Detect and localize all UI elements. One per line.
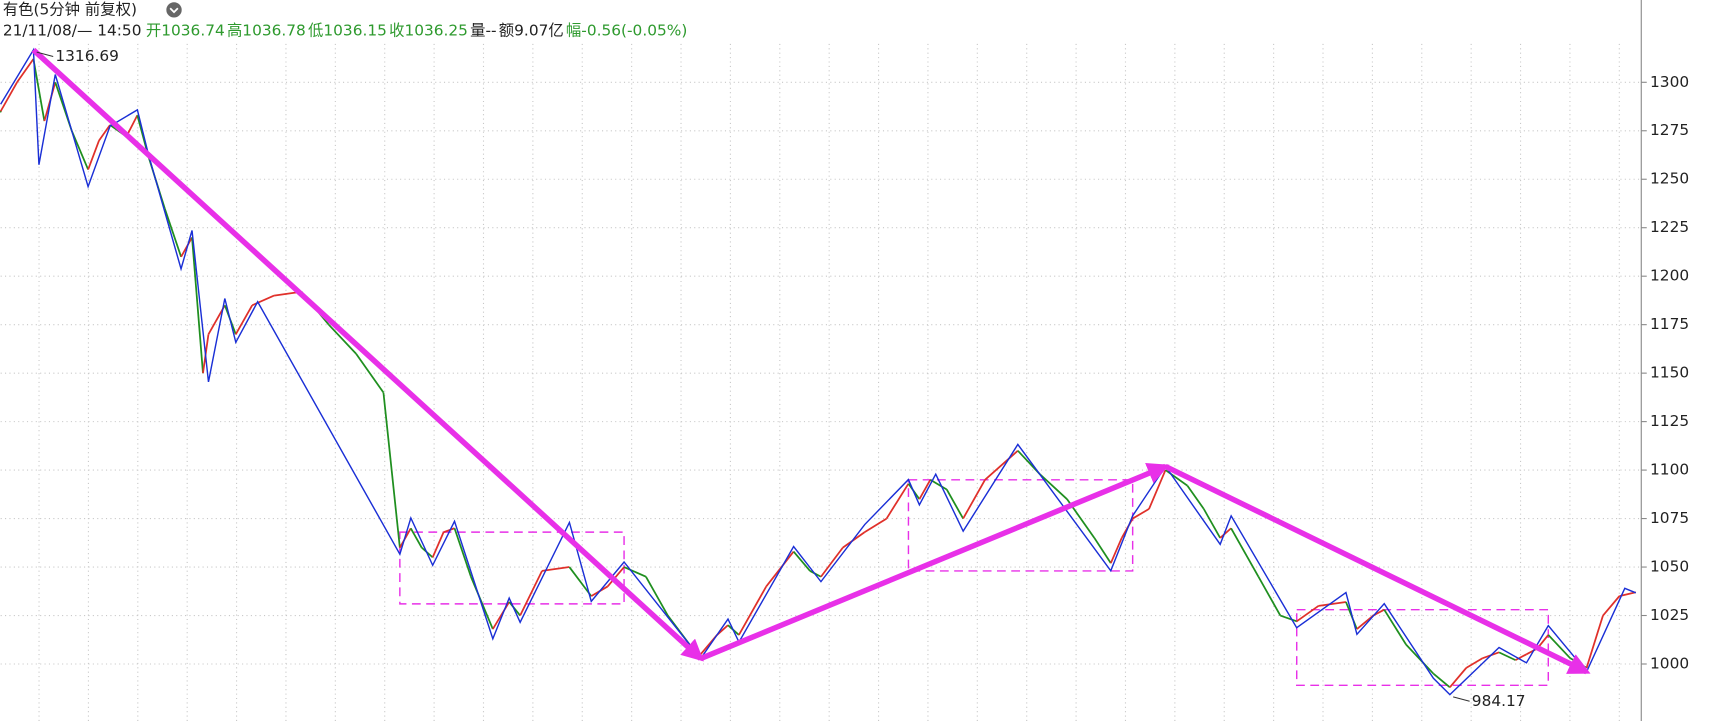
price-segment <box>929 479 948 491</box>
price-segment <box>945 489 964 519</box>
price-segment <box>431 531 445 558</box>
price-segment <box>1465 657 1484 669</box>
y-tick-label: 1225 <box>1650 218 1689 236</box>
low-label-pointer <box>1453 696 1470 702</box>
price-segment <box>568 566 592 597</box>
low-label: 984.17 <box>1472 692 1526 710</box>
price-segment <box>1602 595 1621 617</box>
high-label-pointer <box>36 51 54 58</box>
price-segment <box>1186 485 1205 510</box>
price-segment <box>1296 605 1320 623</box>
info-item: 高1036.78 <box>227 21 306 39</box>
y-tick-label: 1250 <box>1650 170 1689 188</box>
price-segment <box>623 566 647 578</box>
price-segment <box>792 550 811 572</box>
trend-line <box>699 462 1170 662</box>
price-segment <box>1230 527 1260 578</box>
price-segment <box>70 130 89 170</box>
price-segment <box>328 324 357 355</box>
price-segment <box>606 566 625 587</box>
info-item: 量-- <box>470 21 496 39</box>
price-segment <box>519 570 543 616</box>
price-segment <box>645 576 669 616</box>
chart-title: 有色(5分钟 前复权) <box>3 0 137 18</box>
y-tick-label: 1025 <box>1650 606 1689 624</box>
price-segment <box>738 586 768 636</box>
zigzag-line <box>0 47 1637 696</box>
high-label: 1316.69 <box>55 47 119 65</box>
price-segment <box>1356 614 1374 630</box>
price-segment <box>1515 653 1527 661</box>
price-segment <box>962 479 986 519</box>
price-segment <box>1093 537 1112 564</box>
info-item: 低1036.15 <box>308 21 387 39</box>
price-segment <box>1280 614 1298 623</box>
price-segment <box>470 576 494 630</box>
price-segment <box>410 527 423 549</box>
price-segment <box>235 304 253 335</box>
price-segment <box>443 527 455 533</box>
range-box <box>907 479 1134 572</box>
info-item: 额9.07亿 <box>499 21 564 39</box>
y-tick-label: 1100 <box>1650 461 1689 479</box>
price-segment <box>820 547 844 578</box>
price-segment <box>885 483 910 520</box>
price-segment <box>765 550 795 587</box>
y-tick-label: 1075 <box>1650 509 1689 527</box>
y-tick-label: 1150 <box>1650 364 1689 382</box>
price-segment <box>1132 508 1150 520</box>
price-segment <box>163 208 182 258</box>
price-segment <box>16 58 35 83</box>
price-segment <box>1257 576 1282 616</box>
y-tick-label: 1000 <box>1650 654 1689 672</box>
price-segment <box>1432 673 1451 688</box>
info-item: 幅-0.56(-0.05%) <box>566 21 687 39</box>
y-tick-label: 1125 <box>1650 412 1689 430</box>
y-tick-label: 1275 <box>1650 121 1689 139</box>
price-segment <box>1383 609 1407 646</box>
price-segment <box>1039 473 1068 500</box>
info-item: 开1036.74 <box>146 21 225 39</box>
price-segment <box>1498 651 1516 661</box>
price-segment <box>1109 537 1123 564</box>
trend-line <box>1164 463 1591 675</box>
trend-line <box>31 47 704 662</box>
price-segment <box>32 58 46 122</box>
price-segment <box>864 517 888 533</box>
info-item: 收1036.25 <box>389 21 468 39</box>
price-segment <box>918 479 932 500</box>
price-segment <box>191 237 204 374</box>
price-segment <box>382 392 401 548</box>
price-segment <box>1219 527 1232 539</box>
dropdown-icon[interactable] <box>166 2 182 18</box>
info-line: 21/11/08/— 14:50 开1036.74 高1036.78 低1036.15… <box>3 21 688 39</box>
price-segment <box>453 527 472 578</box>
y-tick-label: 1300 <box>1650 73 1689 91</box>
price-segment <box>1318 601 1347 607</box>
info-item: 21/11/08/— 14:50 <box>3 21 142 39</box>
range-box <box>1296 608 1550 687</box>
price-segment <box>98 124 111 141</box>
y-tick-label: 1200 <box>1650 267 1689 285</box>
price-segment <box>355 353 385 394</box>
price-segment <box>87 140 100 170</box>
y-tick-label: 1175 <box>1650 315 1689 333</box>
price-segment <box>0 81 18 112</box>
price-segment <box>1202 508 1221 539</box>
price-segment <box>984 450 1019 481</box>
y-tick-label: 1050 <box>1650 558 1689 576</box>
price-segment <box>1449 667 1467 688</box>
price-segment <box>1405 644 1435 675</box>
